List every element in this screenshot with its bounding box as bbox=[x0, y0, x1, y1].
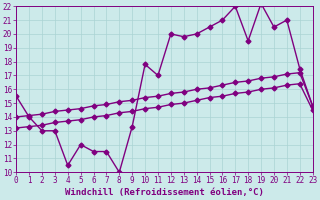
X-axis label: Windchill (Refroidissement éolien,°C): Windchill (Refroidissement éolien,°C) bbox=[65, 188, 264, 197]
